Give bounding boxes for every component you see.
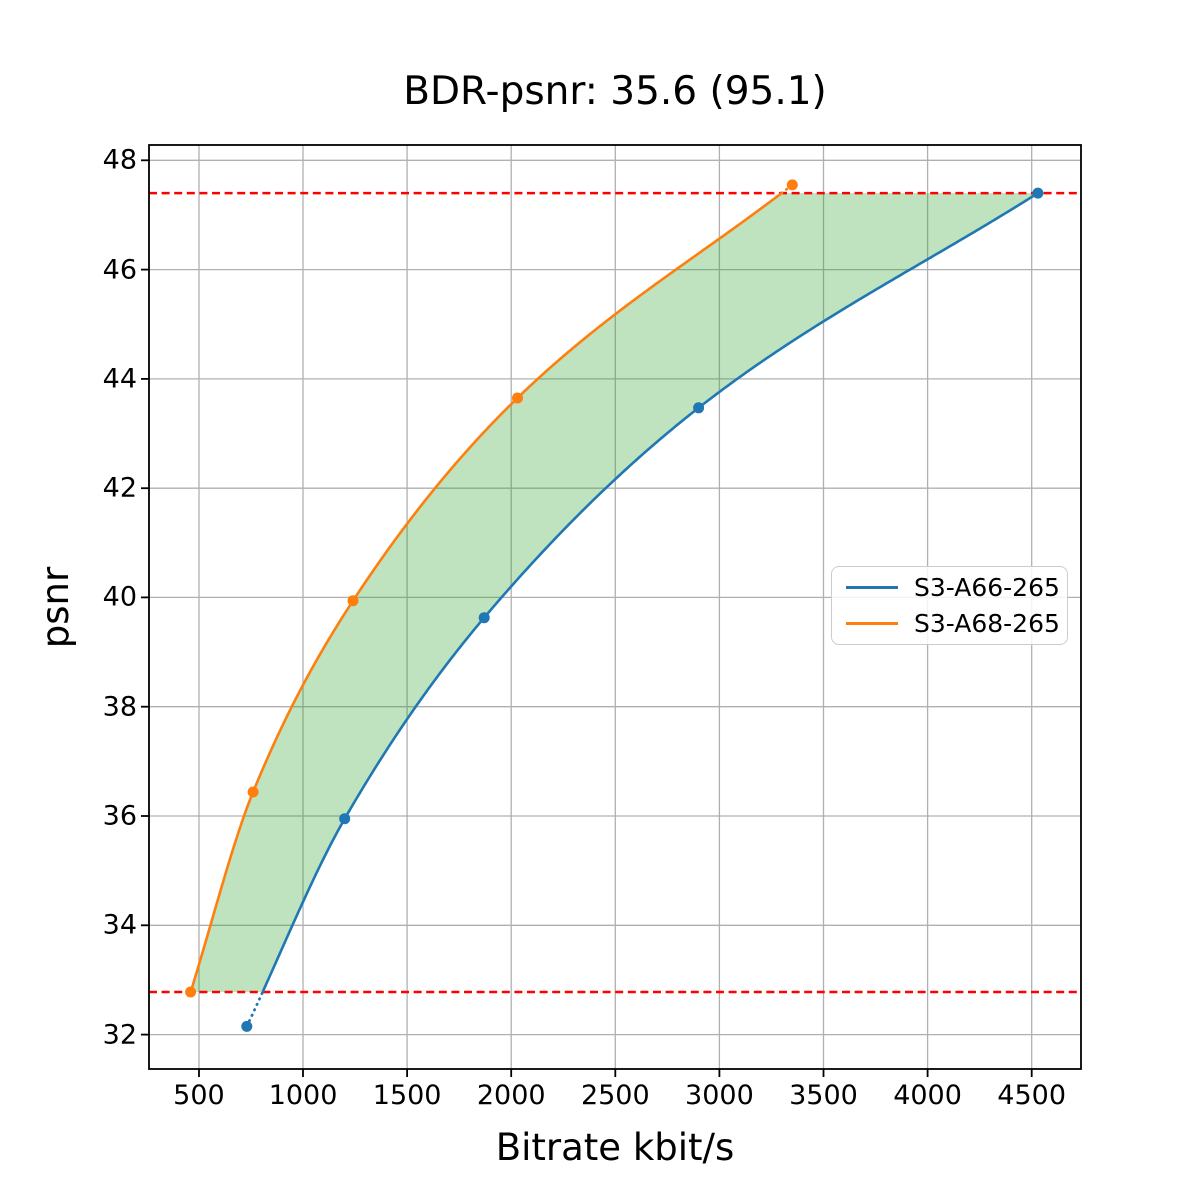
chart-title: BDR-psnr: 35.6 (95.1) xyxy=(403,69,827,114)
x-tick-label: 4000 xyxy=(893,1080,962,1111)
legend-item-s3-a68-265: S3-A68-265 xyxy=(846,609,1067,638)
y-tick-label: 48 xyxy=(102,144,137,176)
tick-marks xyxy=(141,159,1033,1077)
x-tick-label: 2000 xyxy=(476,1080,546,1111)
x-tick-label: 1000 xyxy=(268,1080,338,1111)
y-tick-label: 34 xyxy=(102,909,137,941)
markers-S3-A66-265 xyxy=(241,187,1044,1032)
curve-S3-A68-265 xyxy=(189,192,783,993)
legend-line-sample-orange xyxy=(846,621,898,625)
x-tick-label: 4500 xyxy=(997,1080,1067,1111)
legend-line-sample-blue xyxy=(846,586,898,590)
x-tick-label: 500 xyxy=(173,1080,225,1111)
x-tick-label: 1500 xyxy=(372,1080,442,1111)
bd-shaded-region xyxy=(190,193,1038,992)
y-tick-label: 42 xyxy=(102,472,137,504)
legend-label: S3-A66-265 xyxy=(914,573,1060,603)
curve-S3-A66-265 xyxy=(261,191,1039,993)
y-tick-label: 38 xyxy=(102,691,137,723)
y-tick-label: 40 xyxy=(102,581,137,613)
overlap-hlines xyxy=(149,191,1081,994)
y-tick-label: 46 xyxy=(102,254,137,286)
legend-item-s3-a66-265: S3-A66-265 xyxy=(846,573,1067,602)
y-tick-label: 36 xyxy=(102,800,137,832)
curve-S3-A66-265-dotted xyxy=(245,990,265,1028)
markers-S3-A68-265 xyxy=(185,179,798,998)
y-tick-label: 44 xyxy=(102,363,137,395)
x-tick-label: 3000 xyxy=(685,1080,754,1111)
y-tick-label: 32 xyxy=(102,1019,137,1051)
x-axis-label: Bitrate kbit/s xyxy=(495,1126,735,1169)
legend-label: S3-A68-265 xyxy=(914,608,1060,638)
legend: S3-A66-265 S3-A68-265 xyxy=(831,566,1068,645)
x-tick-label: 2500 xyxy=(580,1080,650,1111)
x-tick-label: 3500 xyxy=(789,1080,858,1111)
